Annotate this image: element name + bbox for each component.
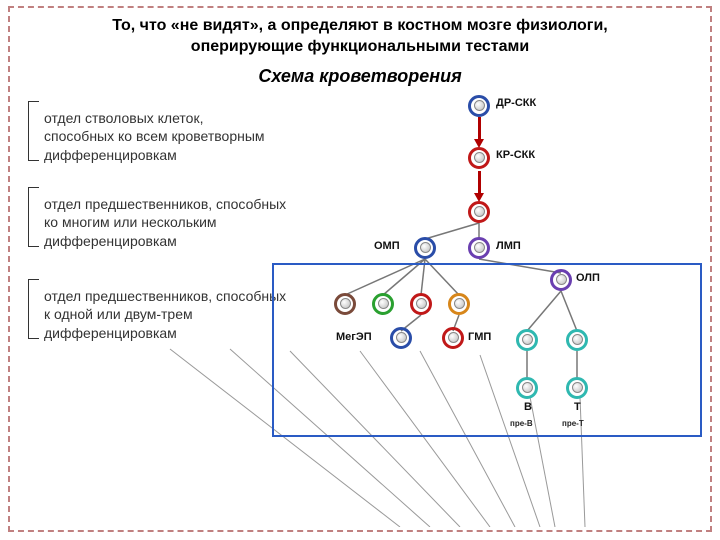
section-label: отдел предшественников, способныхк одной… (44, 287, 286, 344)
cell-label-lmp: ЛМП (496, 240, 521, 252)
cell-node-olp (550, 269, 572, 291)
cell-label-olp: ОЛП (576, 272, 600, 284)
title-line2: оперирующие функциональными тестами (191, 38, 529, 55)
title: То, что «не видят», а определяют в костн… (10, 8, 710, 62)
cell-label-t: Т (574, 401, 581, 413)
tiny-label: пре-В (510, 419, 533, 428)
section-label: отдел стволовых клеток,способных ко всем… (44, 109, 265, 166)
cell-node-t (566, 377, 588, 399)
cell-node-n1 (334, 293, 356, 315)
section-label: отдел предшественников, способныхко мног… (44, 195, 286, 252)
cell-node-b (516, 377, 538, 399)
cell-node-gmp (442, 327, 464, 349)
section-bracket (28, 279, 29, 339)
cell-node-n4 (448, 293, 470, 315)
cell-node-meg (390, 327, 412, 349)
cell-label-meg: МегЭП (336, 331, 372, 343)
arrow (478, 171, 481, 195)
tiny-label: пре-Т (562, 419, 584, 428)
cell-node-lmp (468, 237, 490, 259)
title-line1: То, что «не видят», а определяют в костн… (112, 17, 608, 34)
outer-frame: То, что «не видят», а определяют в костн… (8, 6, 712, 532)
cell-node-omp (414, 237, 436, 259)
arrow (478, 117, 481, 141)
cell-node-kr-skk (468, 147, 490, 169)
section-bracket (28, 187, 29, 247)
cell-label-b: В (524, 401, 532, 413)
cell-node-n3 (410, 293, 432, 315)
subtitle: Схема кроветворения (10, 66, 710, 87)
cell-label-gmp: ГМП (468, 331, 491, 343)
highlight-box (272, 263, 702, 437)
cell-label-dr-skk: ДР-СКК (496, 97, 536, 109)
cell-label-kr-skk: КР-СКК (496, 149, 535, 161)
cell-node-olp-child2 (566, 329, 588, 351)
section-bracket (28, 101, 29, 161)
cell-node-root2 (468, 201, 490, 223)
diagram-canvas: отдел стволовых клеток,способных ко всем… (10, 87, 710, 527)
cell-node-dr-skk (468, 95, 490, 117)
cell-node-olp-child1 (516, 329, 538, 351)
cell-node-n2 (372, 293, 394, 315)
cell-label-omp: ОМП (374, 240, 400, 252)
